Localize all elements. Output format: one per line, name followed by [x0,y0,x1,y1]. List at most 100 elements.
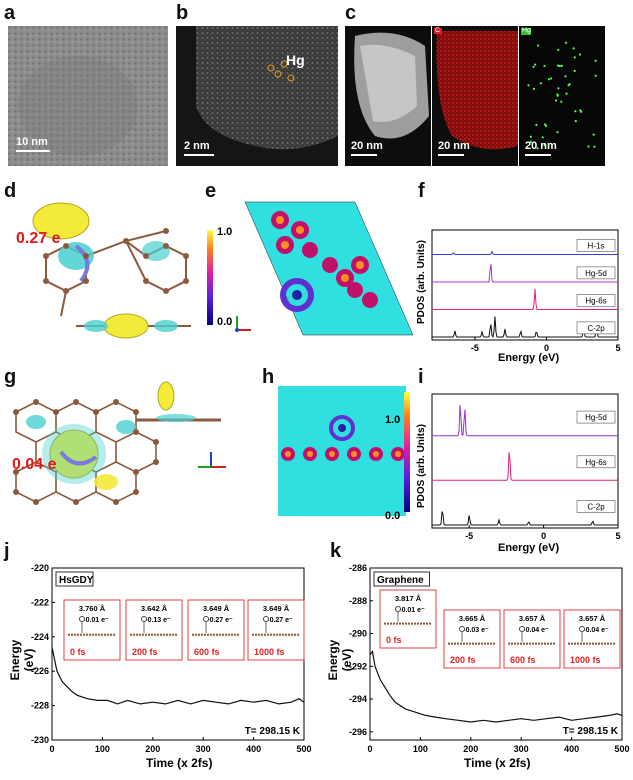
hg-dot [572,47,575,50]
y-axis-label: PDOS (arb. Units) [416,240,427,324]
x-tick-label: 500 [296,744,311,754]
hg-dot [527,84,530,87]
x-tick-label: -5 [471,343,479,353]
hg-dot [557,87,560,90]
x-tick-label: 400 [246,744,261,754]
scale-label: 20 nm [525,140,557,152]
charge-label: -0.04 e⁻ [523,627,549,634]
haadf-texture [176,26,338,166]
x-axis-label: Energy (eV) [498,352,560,364]
hg-atom [263,616,269,622]
hg-dot [578,53,582,56]
panel-label-c: c [345,2,357,24]
snapshot-inset: 3.642 Å -0.13 e⁻ 200 fs [125,599,183,661]
inset-frame [125,599,183,661]
y-tick-label: -224 [31,632,49,642]
snapshot-inset: 3.657 Å -0.04 e⁻ 1000 fs [563,609,621,669]
scale-bar [438,154,464,156]
hg-dot [564,41,568,44]
hg-dot [568,83,571,86]
panel-label-i: i [418,366,424,388]
haadf-image-b: Hg 2 nm [176,26,338,166]
hg-atom [459,626,465,632]
time-label: 0 fs [386,635,402,645]
distance-label: 3.665 Å [459,614,486,623]
scale-bar [184,154,214,156]
panel-label-g: g [4,366,17,388]
x-tick-label: 5 [615,343,620,353]
y-tick-label: -286 [349,563,367,573]
x-tick-label: 200 [145,744,160,754]
system-label: Graphene [377,575,424,586]
time-label: 200 fs [450,655,476,665]
hg-dot [573,69,576,72]
pdos-series-H-1s [432,250,618,255]
panel-label-d: d [4,180,17,202]
snapshot-inset: 3.649 Å -0.27 e⁻ 600 fs [187,599,245,661]
x-axis-label: Energy (eV) [498,542,560,554]
distance-label: 3.649 Å [203,604,230,613]
colorbar-min: 0.0 [385,510,401,522]
time-label: 0 fs [70,647,86,657]
elf-map-e: 1.0 0.0 [205,190,415,340]
y-tick-label: -226 [31,666,49,676]
hg-dot [557,48,560,51]
hg-dot [574,120,577,123]
legend-box [576,239,616,252]
eds-hg-texture [521,28,597,150]
hg-atom [79,616,85,622]
distance-label: 3.649 Å [263,604,290,613]
pdos-chart-i: Hg-5d Hg-6s C-2p -5 0 5 PDOS (arb. Units) Ene… [416,380,630,555]
hg-dot [564,75,567,78]
elf-map-h: 1.0 0.0 [240,380,415,530]
charge-label: -0.27 e⁻ [267,617,293,624]
pdos-series-C-2p [432,511,618,526]
distance-label: 3.760 Å [79,604,106,613]
distance-label: 3.657 Å [579,614,606,623]
charge-density-structure [32,202,191,339]
time-label: 200 fs [132,647,158,657]
pdos-chart-f: H-1s Hg-5d Hg-6s C-2p -5 0 5 PDOS (arb. Units)… [416,196,630,366]
hg-dot [594,59,597,62]
colorbar-min: 0.0 [217,316,233,328]
legend-box [576,455,616,469]
pdos-series-C-2p [432,316,618,339]
panel-label-h: h [262,366,275,388]
system-label: HsGDY [59,575,94,586]
inset-frame [247,599,305,661]
legend-entry: H-1s [588,241,605,250]
y-tick-label: -290 [349,629,367,639]
md-chart-k-svg: 0 100 200 300 400 500 -286 -288 -290 -292 -294 -296… [349,563,630,754]
hg-dot [547,78,550,81]
hg-dot [560,100,563,103]
y-tick-label: -220 [31,563,49,573]
hg-dot [539,82,542,85]
hg-dot [573,56,576,59]
y-axis-label: PDOS (arb. Units) [416,424,427,508]
snapshot-inset: 3.665 Å -0.03 e⁻ 200 fs [443,609,501,669]
hg-dot [554,99,558,102]
tem-texture [8,26,168,166]
colorbar-max: 1.0 [385,414,401,426]
eds-map-hg: Hg 20 nm [519,26,605,166]
y-axis-label: Energy (eV) [8,639,36,681]
elf-map-graphic [207,201,414,336]
plot-frame [431,229,619,341]
legend-entry: C-2p [587,324,605,333]
system-label-box [373,571,430,587]
hg-dot [560,64,563,67]
inset-frame [443,609,501,669]
panel-label-e: e [205,180,217,202]
snapshot-inset: 3.817 Å -0.01 e⁻ 0 fs [379,589,437,649]
y-tick-label: -294 [349,694,367,704]
y-tick-label: -228 [31,701,49,711]
snapshot-inset: 3.760 Å -0.01 e⁻ 0 fs [63,599,121,661]
hg-dot [587,145,590,148]
hg-atom [579,626,585,632]
x-tick-label: 0 [367,744,372,754]
colorbar [404,392,410,512]
pdos-series-Hg-5d [431,405,618,437]
hg-dot [543,64,546,68]
legend-entry: Hg-6s [585,458,606,467]
hg-dot [536,147,539,150]
